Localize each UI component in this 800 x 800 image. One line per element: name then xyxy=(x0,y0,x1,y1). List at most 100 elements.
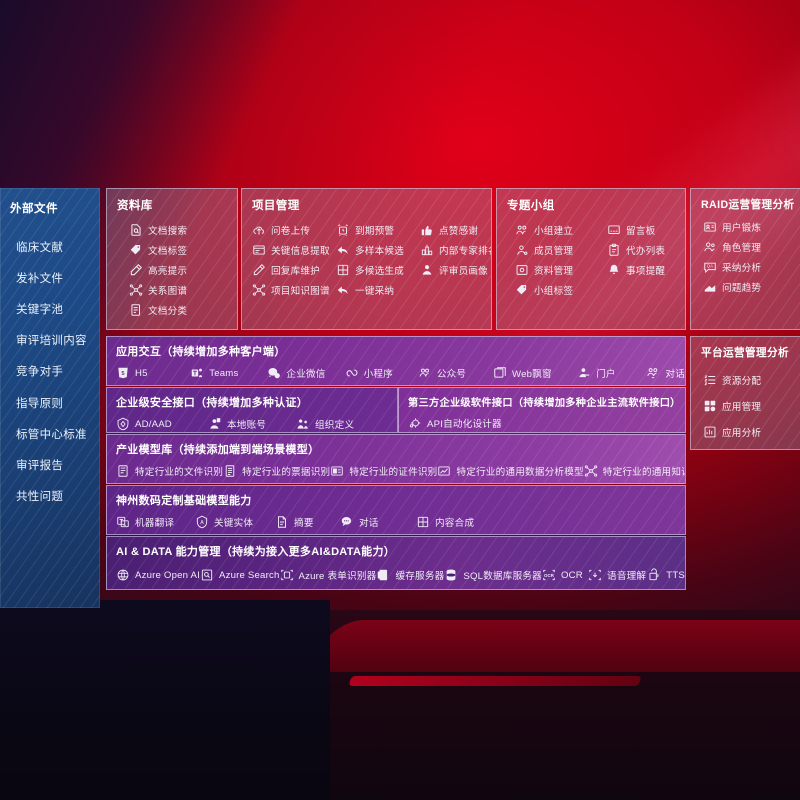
item-org-define[interactable]: 组织定义 xyxy=(296,414,354,432)
item-label: 资源分配 xyxy=(722,376,762,387)
item-project-knowledge-graph[interactable]: 项目知识图谱 xyxy=(252,280,336,300)
item-label: 小程序 xyxy=(363,369,393,380)
item-questionnaire-upload[interactable]: 问卷上传 xyxy=(252,220,336,240)
item-teams[interactable]: Teams xyxy=(190,363,267,383)
ocr-icon: OCR xyxy=(542,568,556,582)
cache-server-icon xyxy=(376,568,390,582)
item-label: 应用管理 xyxy=(722,402,762,413)
item-miniprogram[interactable]: 小程序 xyxy=(345,363,418,383)
item-label: 文档搜索 xyxy=(148,226,188,237)
item-member-management[interactable]: 成员管理 xyxy=(515,240,607,260)
item-h5[interactable]: 5 H5 xyxy=(116,363,190,383)
item-user-training[interactable]: 用户锻炼 xyxy=(703,217,795,237)
item-todo-list[interactable]: 代办列表 xyxy=(607,240,679,260)
item-multi-candidate-generate[interactable]: 多候选生成 xyxy=(336,260,420,280)
receipt-recognize-icon xyxy=(223,464,237,478)
item-document-search[interactable]: 文档搜索 xyxy=(129,220,231,240)
item-summary[interactable]: 摘要 xyxy=(275,512,340,532)
item-local-account[interactable]: 本地账号 xyxy=(208,414,296,432)
item-form-recognizer[interactable]: Azure 表单识别器 xyxy=(280,565,377,585)
item-wecom[interactable]: 企业微信 xyxy=(267,363,344,383)
sidebar-item-competitors[interactable]: 竞争对手 xyxy=(16,366,64,379)
item-content-synthesis[interactable]: 内容合成 xyxy=(416,512,474,532)
item-azure-open-ai[interactable]: Azure Open AI xyxy=(116,565,200,585)
item-file-recognition[interactable]: 特定行业的文件识别 xyxy=(116,461,223,481)
panel-project-management: 项目管理 问卷上传 到期预警 点赞感谢 关键信息提取 xyxy=(241,188,492,330)
item-id-recognition[interactable]: 特定行业的证件识别 xyxy=(330,461,437,481)
item-label: 小组建立 xyxy=(534,226,574,237)
panel-knowledge-base: 资料库 文档搜索 文档标签 高亮提示 关系图谱 xyxy=(106,188,238,330)
band-app-interaction: 应用交互（持续增加多种客户端） 5 H5 Teams 企业微信 小程序 xyxy=(106,336,686,386)
item-portal[interactable]: 门户 xyxy=(577,363,646,383)
entity-icon: A xyxy=(195,515,209,529)
sidebar-item-keyword-pool[interactable]: 关键字池 xyxy=(16,303,64,316)
item-task-reminder[interactable]: 事项提醒 xyxy=(607,260,679,280)
item-label: 语音理解 xyxy=(607,571,647,582)
item-label: 本地账号 xyxy=(227,420,267,431)
item-ocr[interactable]: OCR OCR xyxy=(542,565,588,585)
item-reply-library-maintain[interactable]: 回复库维护 xyxy=(252,260,336,280)
item-multi-sample-candidate[interactable]: 多样本候选 xyxy=(336,240,420,260)
item-message-board[interactable]: 留言板 xyxy=(607,220,679,240)
item-label: Azure Search xyxy=(219,569,280,581)
item-application-analysis[interactable]: 应用分析 xyxy=(703,419,795,445)
panel-item-grid: 小组建立 留言板 成员管理 代办列表 资料管理 xyxy=(515,220,679,300)
official-account-icon xyxy=(418,366,432,380)
panel-topic-group: 专题小组 小组建立 留言板 成员管理 代办列表 xyxy=(496,188,686,330)
item-dialogue[interactable]: 对话 xyxy=(646,363,685,383)
analytics-icon xyxy=(703,425,717,439)
item-internal-expert-ranking[interactable]: 内部专家排名 xyxy=(420,240,491,260)
item-official-account[interactable]: 公众号 xyxy=(418,363,493,383)
item-thumbs-up-thanks[interactable]: 点赞感谢 xyxy=(420,220,491,240)
sidebar-item-common-issues[interactable]: 共性问题 xyxy=(16,491,64,504)
item-machine-translation[interactable]: 机器翻译 xyxy=(116,512,195,532)
sidebar-item-training-content[interactable]: 审评培训内容 xyxy=(16,335,87,348)
apps-gear-icon xyxy=(703,399,717,413)
item-web-popup[interactable]: Web飘窗 xyxy=(493,363,577,383)
item-highlight-hint[interactable]: 高亮提示 xyxy=(129,260,231,280)
item-chat[interactable]: 对话 xyxy=(340,512,416,532)
sidebar-item-clinical-literature[interactable]: 临床文献 xyxy=(16,241,64,254)
item-ad-aad[interactable]: AD/AAD xyxy=(116,414,208,432)
openai-icon xyxy=(116,568,130,582)
item-role-management[interactable]: 角色管理 xyxy=(703,237,795,257)
api-gear-icon xyxy=(408,416,422,430)
file-recognize-icon xyxy=(116,464,130,478)
item-document-tag[interactable]: 文档标签 xyxy=(129,240,231,260)
chat-icon xyxy=(340,515,354,529)
item-expiry-alert[interactable]: 到期预警 xyxy=(336,220,420,240)
item-data-analysis-model[interactable]: 特定行业的通用数据分析模型 xyxy=(437,461,584,481)
item-document-category[interactable]: 文档分类 xyxy=(129,300,231,320)
item-azure-search[interactable]: Azure Search xyxy=(200,565,280,585)
item-cache-server[interactable]: 缓存服务器 xyxy=(376,565,444,585)
item-one-click-adopt[interactable]: 一键采纳 xyxy=(336,280,420,300)
item-knowledge-graph-model[interactable]: 特定行业的通用知识图谱模型 xyxy=(584,461,685,481)
item-group-create[interactable]: 小组建立 xyxy=(515,220,607,240)
item-receipt-recognition[interactable]: 特定行业的票据识别 xyxy=(223,461,330,481)
item-reviewer-profile[interactable]: 评审员画像 xyxy=(420,260,491,280)
group-add-icon xyxy=(515,223,529,237)
reply-arrow-icon xyxy=(336,283,350,297)
item-label: 关键信息提取 xyxy=(271,246,330,257)
item-resource-allocation[interactable]: 资源分配 xyxy=(703,367,795,393)
item-tts[interactable]: TTS xyxy=(647,565,685,585)
item-key-info-extract[interactable]: 关键信息提取 xyxy=(252,240,336,260)
item-label: 关键实体 xyxy=(214,518,254,529)
sidebar-item-supplement-file[interactable]: 发补文件 xyxy=(16,272,64,285)
item-speech-understanding[interactable]: 语音理解 xyxy=(588,565,647,585)
item-label: 用户锻炼 xyxy=(722,223,762,234)
item-label: 问卷上传 xyxy=(271,226,311,237)
item-material-management[interactable]: 资料管理 xyxy=(515,260,607,280)
item-adoption-analysis[interactable]: QA 采纳分析 xyxy=(703,257,795,277)
item-group-tag[interactable]: 小组标签 xyxy=(515,280,607,300)
item-sql-database-server[interactable]: SQL数据库服务器 xyxy=(444,565,542,585)
extract-icon xyxy=(252,243,266,257)
item-issue-trend[interactable]: 问题趋势 xyxy=(703,277,795,297)
item-application-management[interactable]: 应用管理 xyxy=(703,393,795,419)
item-key-entity[interactable]: A 关键实体 xyxy=(195,512,275,532)
item-relation-graph[interactable]: 关系图谱 xyxy=(129,280,231,300)
item-api-designer[interactable]: API自动化设计器 xyxy=(408,413,502,432)
sidebar-item-guidelines[interactable]: 指导原则 xyxy=(16,397,64,410)
sidebar-item-standards-center[interactable]: 标管中心标准 xyxy=(16,428,87,441)
sidebar-item-review-report[interactable]: 审评报告 xyxy=(16,459,64,472)
